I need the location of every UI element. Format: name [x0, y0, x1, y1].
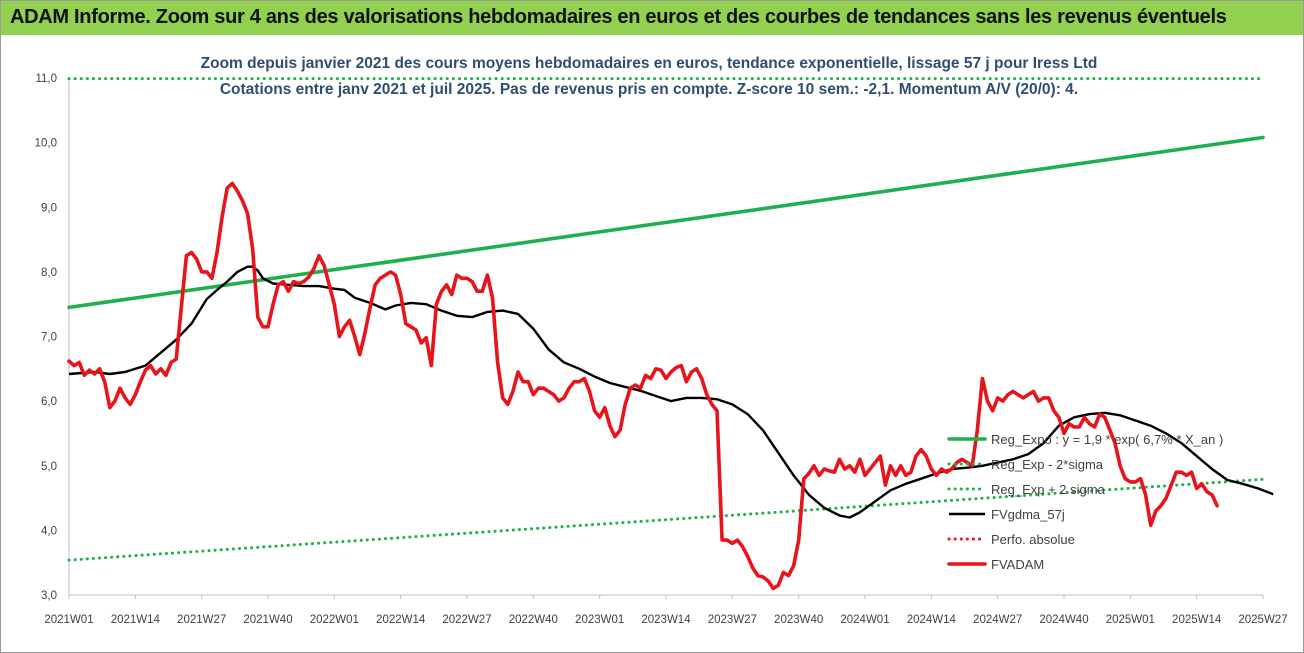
y-tick-label: 6,0 — [41, 396, 57, 408]
x-tick-label: 2021W40 — [243, 614, 292, 626]
x-tick-label: 2022W14 — [376, 614, 426, 626]
y-tick-label: 9,0 — [41, 202, 57, 214]
y-tick-label: 10,0 — [35, 138, 57, 150]
y-tick-label: 5,0 — [41, 461, 57, 473]
y-tick-label: 3,0 — [41, 590, 57, 602]
y-tick-label: 11,0 — [35, 73, 57, 85]
legend-label: FVADAM — [991, 557, 1044, 572]
x-tick-label: 2024W27 — [973, 614, 1022, 626]
header-title: ADAM Informe. Zoom sur 4 ans des valoris… — [10, 6, 1227, 28]
lower-band-line — [67, 477, 1265, 562]
chart-titles: Zoom depuis janvier 2021 des cours moyen… — [201, 55, 1098, 98]
x-tick-label: 2024W40 — [1039, 614, 1088, 626]
x-tick-label: 2023W40 — [774, 614, 823, 626]
chart-subtitle: Cotations entre janv 2021 et juil 2025. … — [220, 81, 1078, 98]
x-tick-label: 2021W01 — [44, 614, 93, 626]
x-tick-labels: 2021W01 2021W14 2021W27 2021W40 2022W01 2022W… — [44, 595, 1288, 626]
chart-title: Zoom depuis janvier 2021 des cours moyen… — [201, 55, 1098, 72]
x-tick-label: 2022W40 — [509, 614, 558, 626]
legend-label: Reg_Exp - 2*sigma — [991, 457, 1104, 472]
y-tick-label: 4,0 — [41, 525, 57, 537]
smooth-line — [68, 265, 1274, 519]
y-tick-label: 7,0 — [41, 332, 57, 344]
header-banner: ADAM Informe. Zoom sur 4 ans des valoris… — [1, 1, 1303, 35]
x-tick-label: 2025W27 — [1238, 614, 1287, 626]
legend-label: FVgdma_57j — [991, 507, 1065, 522]
legend-label: Reg_Exp + 2 sigma — [991, 482, 1106, 497]
trend-line — [67, 135, 1265, 310]
x-tick-label: 2021W14 — [111, 614, 161, 626]
legend-label: Perfo. absolue — [991, 532, 1075, 547]
x-tick-label: 2021W27 — [177, 614, 226, 626]
x-tick-label: 2022W01 — [310, 614, 359, 626]
axes — [68, 78, 1263, 596]
x-tick-label: 2023W01 — [575, 614, 624, 626]
y-tick-label: 8,0 — [41, 267, 57, 279]
x-tick-label: 2022W27 — [442, 614, 491, 626]
y-tick-labels: 3,0 4,0 5,0 6,0 7,0 8,0 9,0 10,0 11,0 — [35, 73, 57, 602]
x-tick-label: 2023W14 — [641, 614, 691, 626]
x-tick-label: 2025W14 — [1172, 614, 1222, 626]
x-tick-label: 2023W27 — [708, 614, 757, 626]
price-line — [67, 181, 1219, 591]
x-tick-label: 2024W14 — [907, 614, 957, 626]
legend: Reg_Expo : y = 1,9 * exp( 6,7% * X_an ) R… — [947, 432, 1223, 572]
legend-label: Reg_Expo : y = 1,9 * exp( 6,7% * X_an ) — [991, 432, 1223, 447]
x-tick-label: 2024W01 — [840, 614, 889, 626]
x-tick-label: 2025W01 — [1106, 614, 1155, 626]
series-layer — [67, 77, 1274, 591]
